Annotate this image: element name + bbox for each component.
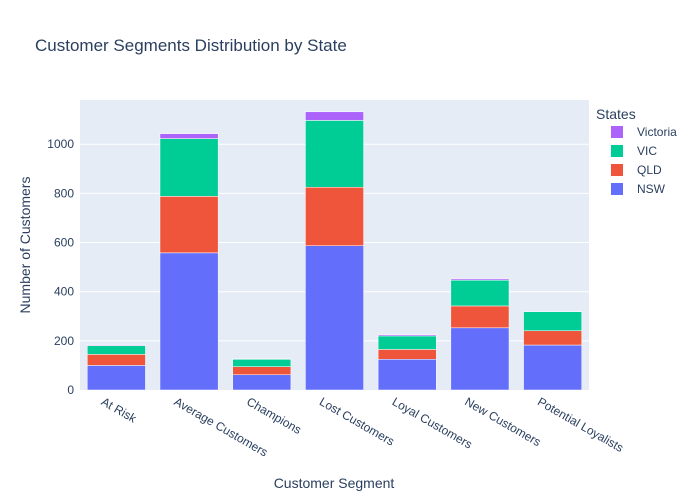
bar-victoria-average-customers [159, 133, 219, 139]
bar-victoria-new-customers [450, 278, 510, 281]
bar-qld-new-customers [450, 305, 510, 329]
bar-vic-average-customers [159, 138, 219, 197]
legend-label: QLD [637, 163, 662, 177]
bars [87, 111, 582, 391]
bar-victoria-loyal-customers [377, 334, 437, 337]
bar-victoria-at-risk [87, 344, 146, 347]
y-tick-label: 0 [67, 383, 74, 397]
bar-nsw-new-customers [450, 327, 510, 391]
bar-vic-champions [232, 359, 292, 367]
x-tick-label: New Customers [462, 394, 543, 449]
legend-swatch-victoria [611, 126, 623, 138]
bar-qld-at-risk [87, 354, 146, 366]
x-tick-label: Champions [244, 394, 304, 436]
bar-nsw-at-risk [87, 365, 146, 391]
bar-nsw-lost-customers [305, 245, 364, 391]
bar-vic-potential-loyalists [523, 311, 582, 332]
bar-qld-lost-customers [305, 186, 364, 246]
bar-vic-lost-customers [305, 120, 364, 188]
legend-title: States [596, 106, 636, 122]
y-tick-label: 1000 [47, 137, 74, 151]
legend-label: Victoria [637, 125, 677, 139]
y-tick-label: 400 [54, 285, 74, 299]
bar-qld-loyal-customers [377, 349, 437, 360]
y-tick-label: 600 [54, 236, 74, 250]
bar-qld-potential-loyalists [523, 330, 582, 346]
y-tick-label: 800 [54, 186, 74, 200]
y-tick-label: 200 [54, 334, 74, 348]
bar-vic-new-customers [450, 279, 510, 307]
legend: States Victoria VIC QLD NSW [596, 106, 677, 196]
bar-vic-at-risk [87, 345, 146, 355]
legend-label: VIC [637, 144, 657, 158]
legend-label: NSW [637, 182, 666, 196]
bar-qld-champions [232, 366, 292, 376]
bar-nsw-champions [232, 374, 292, 391]
bar-qld-average-customers [159, 196, 219, 254]
chart-title: Customer Segments Distribution by State [35, 36, 347, 55]
bar-nsw-potential-loyalists [523, 344, 582, 391]
legend-swatch-vic [611, 145, 623, 157]
x-tick-label: Loyal Customers [390, 394, 475, 451]
legend-swatch-qld [611, 164, 623, 176]
x-tick-label: Lost Customers [317, 394, 397, 448]
x-axis-label: Customer Segment [274, 475, 395, 491]
bar-vic-loyal-customers [377, 335, 437, 350]
bar-victoria-lost-customers [305, 111, 364, 121]
legend-swatch-nsw [611, 183, 623, 195]
legend-items: Victoria VIC QLD NSW [611, 125, 677, 196]
x-tick-label: At Risk [99, 394, 140, 426]
bar-nsw-loyal-customers [377, 359, 437, 391]
bar-nsw-average-customers [159, 252, 219, 391]
x-tick-label: Potential Loyalists [535, 394, 626, 454]
y-tick-labels: 0 200 400 600 800 1000 [47, 137, 74, 397]
y-axis-label: Number of Customers [17, 177, 33, 314]
